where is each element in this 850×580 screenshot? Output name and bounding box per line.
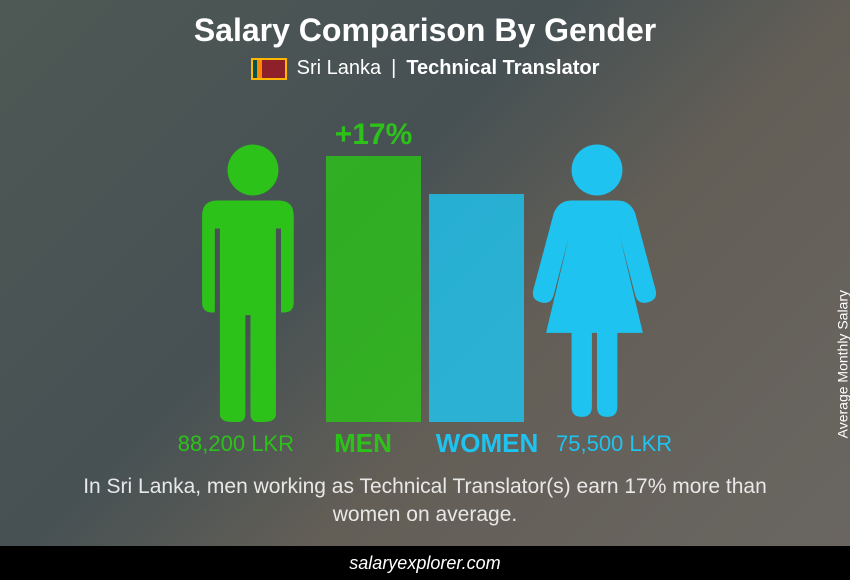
men-salary: 88,200 LKR bbox=[134, 431, 294, 457]
men-label: MEN bbox=[308, 428, 418, 459]
bar-men-wrap: +17% bbox=[326, 92, 421, 422]
caption: In Sri Lanka, men working as Technical T… bbox=[50, 473, 800, 530]
women-salary: 75,500 LKR bbox=[556, 431, 716, 457]
pct-label: +17% bbox=[335, 118, 413, 152]
job-label: Technical Translator bbox=[406, 57, 599, 80]
male-icon bbox=[188, 142, 318, 422]
content: Salary Comparison By Gender Sri Lanka | … bbox=[0, 0, 850, 580]
bar-women-wrap bbox=[429, 92, 524, 422]
page-title: Salary Comparison By Gender bbox=[194, 12, 656, 49]
subtitle-row: Sri Lanka | Technical Translator bbox=[251, 57, 600, 80]
bar-women bbox=[429, 194, 524, 422]
y-axis-label: Average Monthly Salary bbox=[834, 290, 850, 438]
country-label: Sri Lanka bbox=[297, 57, 382, 80]
separator: | bbox=[391, 57, 396, 80]
labels-row: 88,200 LKR MEN WOMEN 75,500 LKR bbox=[105, 428, 745, 459]
flag-icon bbox=[251, 58, 287, 80]
women-label: WOMEN bbox=[432, 428, 542, 459]
bar-men bbox=[326, 156, 421, 422]
salary-chart: +17% bbox=[105, 92, 745, 422]
footer: salaryexplorer.com bbox=[0, 546, 850, 580]
female-icon bbox=[532, 142, 662, 422]
footer-text: salaryexplorer.com bbox=[349, 553, 500, 574]
